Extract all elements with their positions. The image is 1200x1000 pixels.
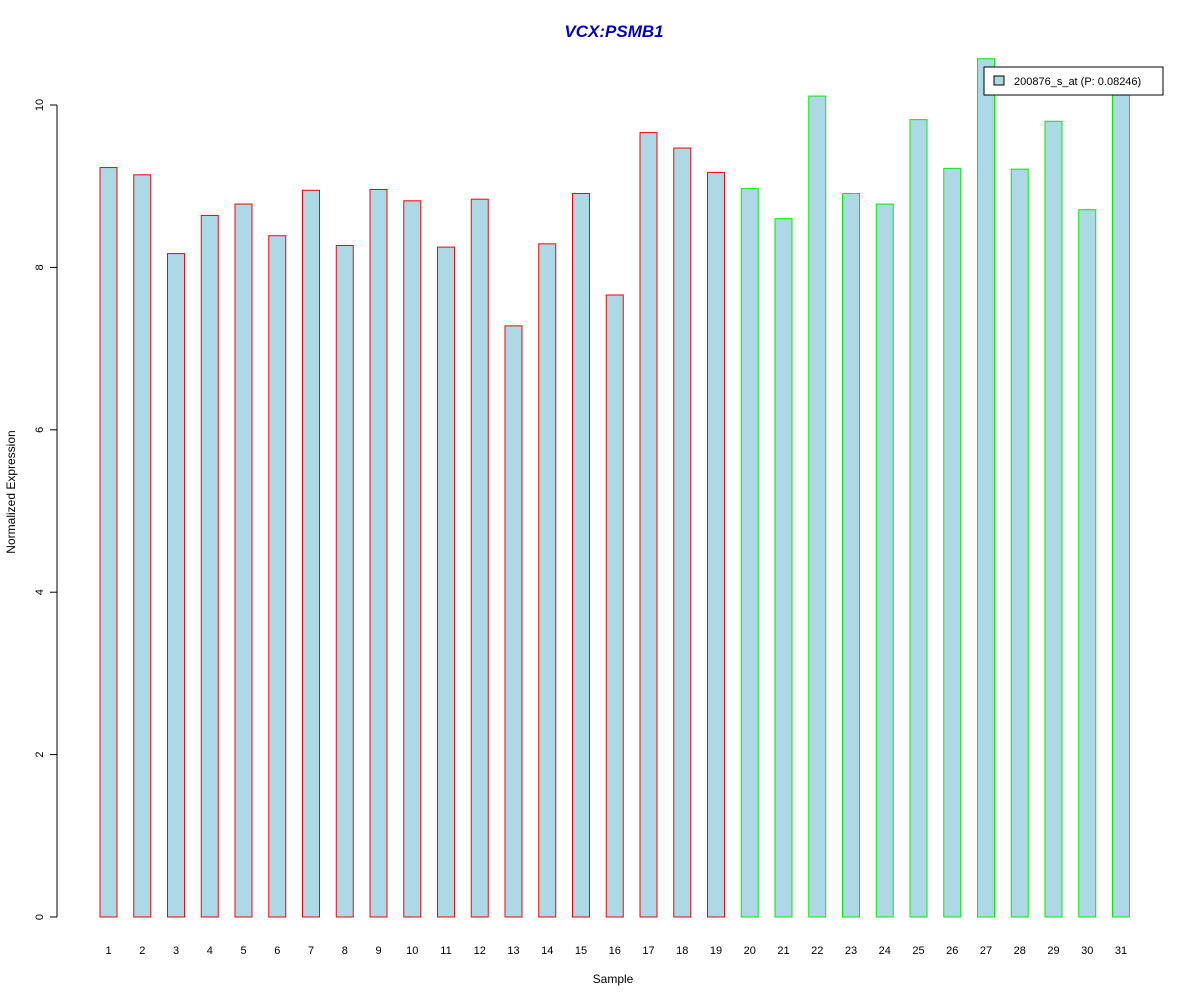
- x-tick-label: 17: [642, 945, 654, 957]
- bar-sample-25: [909, 119, 928, 918]
- bar-sample-26: [943, 167, 962, 918]
- bar-sample-7: [302, 189, 320, 918]
- bar-sample-27: [977, 58, 995, 918]
- bar-sample-1: [99, 167, 118, 918]
- x-tick-label: 24: [879, 945, 891, 957]
- y-tick-label: 2: [34, 752, 46, 758]
- bar-sample-2: [133, 174, 152, 918]
- bar-sample-16: [605, 294, 624, 918]
- bar-sample-8: [335, 244, 354, 918]
- bar-sample-14: [538, 243, 557, 918]
- x-tick-label: 6: [274, 945, 280, 957]
- chart-title: VCX:PSMB1: [564, 22, 663, 41]
- x-axis-label: Sample: [593, 972, 634, 986]
- x-tick-label: 9: [375, 945, 381, 957]
- y-tick-label: 0: [34, 914, 46, 920]
- bar-sample-10: [403, 200, 422, 918]
- x-tick-label: 25: [912, 945, 924, 957]
- bar-sample-9: [369, 188, 388, 918]
- y-tick-label: 6: [34, 427, 46, 433]
- y-tick-label: 8: [34, 264, 46, 270]
- x-tick-label: 22: [811, 945, 823, 957]
- y-axis: 0 2 4 6 8 10: [34, 99, 58, 920]
- bar-sample-4: [200, 214, 219, 918]
- bar-sample-5: [234, 203, 253, 918]
- legend-label: 200876_s_at (P: 0.08246): [1014, 76, 1141, 88]
- x-tick-label: 12: [474, 945, 486, 957]
- x-tick-label: 27: [980, 945, 992, 957]
- bar-sample-15: [572, 193, 590, 918]
- x-tick-label: 14: [541, 945, 553, 957]
- x-tick-label: 15: [575, 945, 587, 957]
- legend-box: [983, 66, 1164, 96]
- x-tick-label: 26: [946, 945, 958, 957]
- x-tick-label: 8: [342, 945, 348, 957]
- x-tick-label: 16: [609, 945, 621, 957]
- bar-sample-21: [774, 218, 793, 918]
- x-tick-label: 23: [845, 945, 857, 957]
- x-tick-label: 19: [710, 945, 722, 957]
- y-tick-label: 10: [34, 99, 46, 111]
- bar-sample-17: [639, 132, 658, 918]
- x-tick-label: 13: [507, 945, 519, 957]
- x-tick-label: 20: [744, 945, 756, 957]
- x-tick-label: 3: [173, 945, 179, 957]
- bar-sample-20: [740, 188, 759, 918]
- x-tick-label: 29: [1047, 945, 1059, 957]
- x-tick-label: 5: [240, 945, 246, 957]
- bar-sample-28: [1010, 168, 1029, 918]
- x-tick-label: 11: [440, 945, 451, 957]
- x-tick-label: 21: [777, 945, 789, 957]
- y-axis-label: Normalized Expression: [4, 430, 18, 553]
- bar-sample-23: [842, 193, 860, 918]
- x-tick-labels: 1 2 3 4 5 6 7 8 9 10 11 12 13 14 15 16 17 18 19 20 21 22 23 24 2…: [105, 945, 1127, 957]
- x-tick-label: 28: [1014, 945, 1026, 957]
- bar-sample-18: [673, 147, 692, 918]
- bar-sample-22: [808, 95, 827, 918]
- x-tick-label: 10: [406, 945, 418, 957]
- bar-sample-29: [1044, 120, 1063, 918]
- x-tick-label: 30: [1081, 945, 1093, 957]
- bar-sample-12: [470, 198, 489, 918]
- bar-sample-3: [167, 253, 185, 918]
- bar-sample-24: [875, 203, 894, 918]
- bar-sample-6: [268, 235, 287, 918]
- bar-sample-11: [437, 246, 455, 918]
- x-tick-label: 18: [676, 945, 688, 957]
- bar-sample-19: [707, 171, 725, 918]
- x-tick-label: 1: [105, 945, 111, 957]
- bar-sample-30: [1078, 209, 1097, 918]
- bars: [99, 58, 1130, 918]
- x-tick-label: 31: [1115, 945, 1127, 957]
- bar-sample-13: [504, 325, 523, 918]
- y-tick-label: 4: [34, 589, 46, 595]
- legend-swatch: [993, 75, 1005, 86]
- legend: 200876_s_at (P: 0.08246): [983, 66, 1164, 96]
- x-tick-label: 4: [207, 945, 213, 957]
- bar-sample-31: [1112, 88, 1130, 918]
- x-tick-label: 2: [139, 945, 145, 957]
- x-tick-label: 7: [308, 945, 314, 957]
